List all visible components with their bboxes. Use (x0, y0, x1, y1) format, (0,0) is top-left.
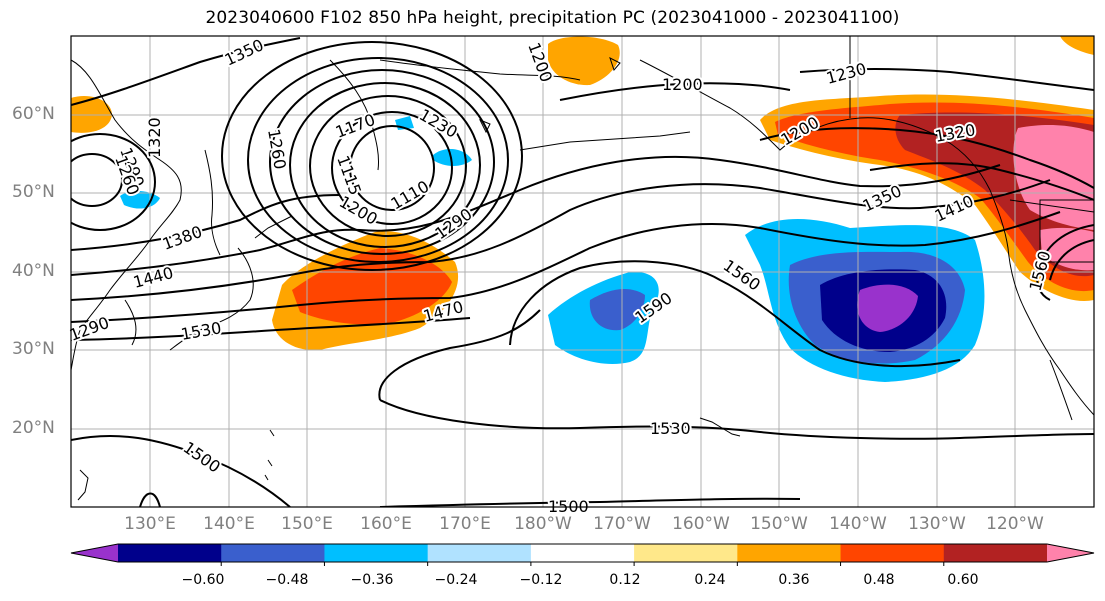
coast-island-1 (609, 57, 621, 71)
coast-siberia (379, 59, 581, 81)
colorbar-extend-low (71, 544, 118, 562)
colorbar-segment (737, 544, 842, 562)
coast-aleutians (519, 131, 691, 151)
coast-asia (71, 59, 182, 371)
lon-label-130e: 130°E (124, 514, 176, 534)
lon-label-130w: 130°W (908, 514, 966, 534)
contour-label: 1320 (145, 117, 164, 158)
precip-shading (71, 36, 1094, 382)
precip-area-small (433, 148, 472, 166)
precip-area-gulf-alaska (1040, 227, 1094, 271)
precip-area-bering (548, 36, 620, 86)
colorbar-tick-label: 0.60 (947, 572, 979, 588)
coast-taiwan (77, 469, 89, 501)
coast-baja (1049, 359, 1073, 421)
lat-label-40n: 40°N (12, 261, 55, 281)
lat-label-50n: 50°N (12, 182, 55, 202)
map-frame (70, 35, 1095, 508)
lon-label-160e: 160°E (360, 514, 412, 534)
lat-label-60n: 60°N (12, 104, 55, 124)
lon-label-170w: 170°W (593, 514, 651, 534)
height-contours (71, 37, 1094, 507)
map-title: 2023040600 F102 850 hPa height, precipit… (205, 8, 900, 28)
colorbar-tick-label: −0.12 (519, 572, 563, 588)
colorbar-tick-label: −0.48 (265, 572, 309, 588)
coast-border-3 (1039, 199, 1094, 263)
contour-label: 1530 (650, 419, 691, 438)
colorbar-segment (530, 544, 635, 562)
colorbar-tick-label: −0.36 (350, 572, 394, 588)
precip-area-corner (1060, 36, 1094, 55)
lat-label-20n: 20°N (12, 418, 55, 438)
colorbar-tick-label: 0.24 (694, 572, 726, 588)
lat-label-30n: 30°N (12, 339, 55, 359)
colorbar (70, 543, 1095, 566)
colorbar-segment (840, 544, 945, 562)
colorbar-outline (70, 543, 1095, 563)
coast-border-2 (1009, 199, 1094, 213)
lon-label-170e: 170°E (439, 514, 491, 534)
lon-label-120w: 120°W (986, 514, 1044, 534)
lon-label-140e: 140°E (203, 514, 255, 534)
colorbar-segment (221, 544, 325, 562)
lon-label-150e: 150°E (281, 514, 333, 534)
colorbar-tick-label: −0.60 (181, 572, 225, 588)
colorbar-tick-label: 0.36 (778, 572, 810, 588)
lon-label-180w: 180°W (514, 514, 572, 534)
colorbar-segment (634, 544, 738, 562)
lon-label-160w: 160°W (672, 514, 730, 534)
colorbar-tick-label: 0.48 (863, 572, 895, 588)
coast-island-3 (264, 429, 275, 481)
coast-japan (169, 247, 254, 351)
lon-label-140w: 140°W (829, 514, 887, 534)
colorbar-extend-high (1047, 544, 1094, 562)
colorbar-segment (943, 544, 1048, 562)
coast-korea (124, 299, 137, 346)
coast-island-2 (478, 119, 491, 134)
coast-kamchatka (329, 59, 379, 171)
coast-sakhalin (204, 149, 221, 256)
lon-label-150w: 150°W (750, 514, 808, 534)
colorbar-tick-label: −0.24 (434, 572, 478, 588)
coast-na-west (989, 189, 1094, 416)
colorbar-segment (427, 544, 532, 562)
colorbar-segment (324, 544, 429, 562)
precip-area-west (71, 95, 112, 133)
colorbar-tick-label: 0.12 (609, 572, 641, 588)
precip-area-east-pacific (857, 284, 918, 332)
colorbar-segment (118, 544, 222, 562)
precip-area-central-pacific (589, 288, 645, 331)
contour-label: 1200 (662, 75, 703, 94)
